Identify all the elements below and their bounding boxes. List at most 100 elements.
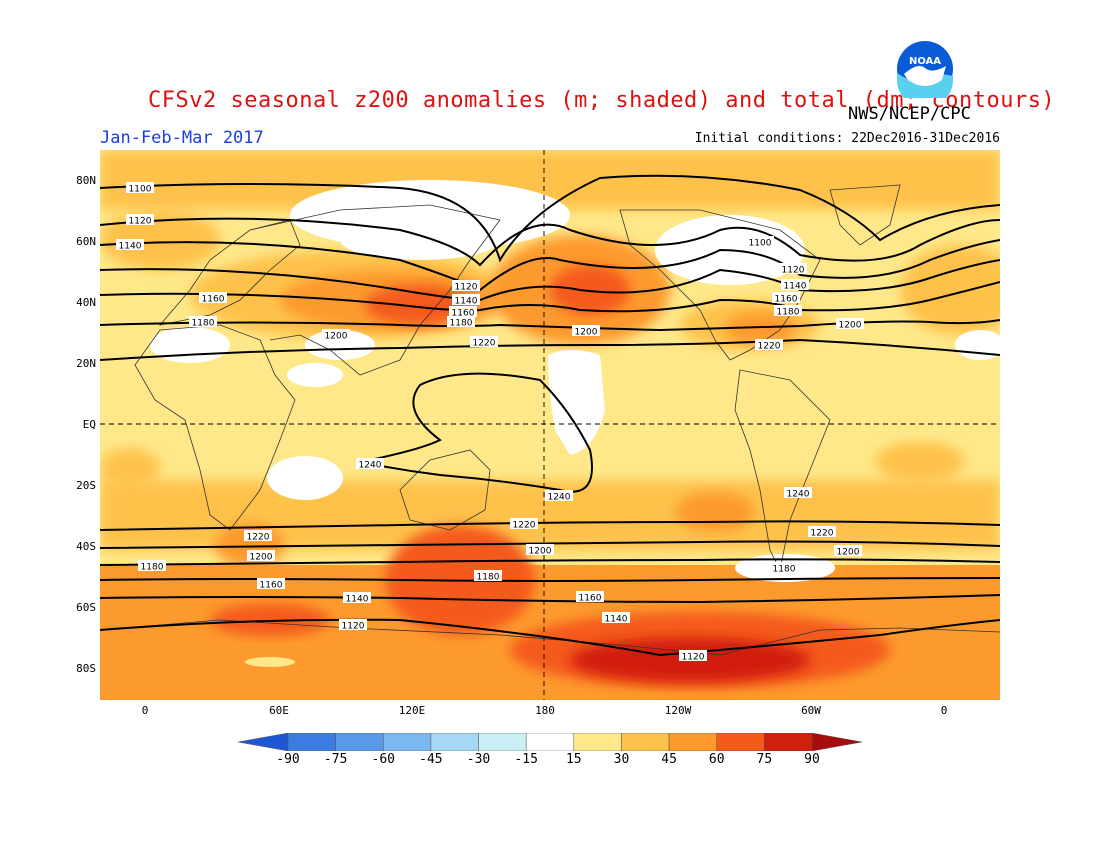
contour-label-text: 1240 xyxy=(548,493,571,503)
contour-label-bg xyxy=(356,458,384,469)
contour-label: 1220 xyxy=(755,339,783,352)
contour-label-bg xyxy=(746,236,774,247)
contour-label-bg xyxy=(770,562,798,573)
lon-label-0: 0 xyxy=(141,704,149,717)
colorbar-swatch xyxy=(238,733,289,751)
contour-label-bg xyxy=(474,570,502,581)
colorbar-tick-label: -30 xyxy=(466,752,491,767)
lat-label-20n: 20N xyxy=(76,357,96,370)
lon-label-120e: 120E xyxy=(398,704,426,717)
contour-label-bg xyxy=(781,279,809,290)
contour-label-bg xyxy=(189,316,217,327)
contour-label: 1160 xyxy=(199,292,227,305)
lat-label-eq: EQ xyxy=(82,418,96,431)
contour-label: 1200 xyxy=(834,545,862,558)
lat-label-60n: 60N xyxy=(76,235,96,248)
contour-label-text: 1240 xyxy=(359,461,382,471)
contour-label-text: 1200 xyxy=(575,328,598,338)
colorbar-swatch xyxy=(811,733,862,751)
australia-coast xyxy=(399,449,491,531)
contour-label: 1120 xyxy=(679,650,707,663)
contour-label: 1120 xyxy=(126,214,154,227)
contour-label: 1140 xyxy=(116,239,144,252)
initial-conditions: Initial conditions: 22Dec2016-31Dec2016 xyxy=(694,131,1000,146)
colorbar-swatch xyxy=(716,733,765,751)
contour-label-bg xyxy=(808,526,836,537)
contour-label-bg xyxy=(774,305,802,316)
contour-label-bg xyxy=(470,336,498,347)
contour-label: 1100 xyxy=(746,236,774,249)
colorbar-tick-label: 60 xyxy=(708,752,725,767)
contour-label-bg xyxy=(126,214,154,225)
contour-label-bg xyxy=(576,591,604,602)
contour-label: 1180 xyxy=(138,560,166,573)
colorbar-swatch xyxy=(383,733,432,751)
contour-label-text: 1180 xyxy=(141,563,164,573)
contour-label-text: 1200 xyxy=(325,332,348,342)
colorbar-swatch xyxy=(335,733,384,751)
colorbar-tick-label: 90 xyxy=(804,752,820,767)
contour-label: 1120 xyxy=(452,280,480,293)
contour-label-text: 1200 xyxy=(250,553,273,563)
colorbar-swatch xyxy=(287,733,336,751)
contour-label: 1220 xyxy=(470,336,498,349)
contour-label-bg xyxy=(779,263,807,274)
agency-label: NWS/NCEP/CPC xyxy=(848,104,971,124)
contour-label-text: 1120 xyxy=(682,653,705,663)
contour-label-bg xyxy=(679,650,707,661)
contour-label: 1160 xyxy=(772,292,800,305)
lon-label-60e: 60E xyxy=(269,704,289,717)
antarctica-coast xyxy=(100,619,1000,656)
contour-label-text: 1160 xyxy=(452,309,475,319)
contour-label-text: 1160 xyxy=(260,581,283,591)
lon-label-0-east: 0 xyxy=(940,704,948,717)
contour-label-text: 1180 xyxy=(450,319,473,329)
contour-label-bg xyxy=(602,612,630,623)
colorbar-tick-label: -75 xyxy=(323,752,348,767)
lat-label-20s: 20S xyxy=(76,479,96,492)
contour-label-text: 1180 xyxy=(777,308,800,318)
contour-label-text: 1200 xyxy=(837,548,860,558)
contour-label-bg xyxy=(452,294,480,305)
contour-label-text: 1220 xyxy=(247,533,270,543)
contour-label-bg xyxy=(343,592,371,603)
colorbar-tick-label: 15 xyxy=(565,752,582,767)
contour-label: 1120 xyxy=(779,263,807,276)
height-contours xyxy=(100,174,1000,657)
contour-label-text: 1160 xyxy=(579,594,602,604)
africa-coast xyxy=(134,324,296,531)
contour-label-bg xyxy=(772,292,800,303)
contour-label-bg xyxy=(834,545,862,556)
contour-label-text: 1140 xyxy=(605,615,628,625)
contour-label-text: 1220 xyxy=(811,529,834,539)
contour-label-text: 1120 xyxy=(129,217,152,227)
asia-coast xyxy=(249,204,501,376)
contour-label: 1160 xyxy=(257,578,285,591)
contour-label-bg xyxy=(449,306,477,317)
contour-label-bg xyxy=(545,490,573,501)
colorbar-swatch xyxy=(668,733,717,751)
contour-label-bg xyxy=(755,339,783,350)
lat-label-80n: 80N xyxy=(76,174,96,187)
lat-label-60s: 60S xyxy=(76,601,96,614)
contour-label: 1180 xyxy=(189,316,217,329)
contour-label-text: 1140 xyxy=(119,242,142,252)
contour-label: 1240 xyxy=(545,490,573,503)
contour-label: 1180 xyxy=(770,562,798,575)
logo-text: NOAA xyxy=(909,56,941,67)
contour-label-bg xyxy=(447,316,475,327)
contour-label-bg xyxy=(138,560,166,571)
z200-anomaly-map: 1100112011401160118012001220124011201140… xyxy=(100,150,1000,700)
contour-label: 1180 xyxy=(774,305,802,318)
contour-label-text: 1180 xyxy=(192,319,215,329)
contour-label-text: 1220 xyxy=(473,339,496,349)
contour-label: 1120 xyxy=(339,619,367,632)
contour-label-text: 1240 xyxy=(787,490,810,500)
anomaly-shading xyxy=(100,150,1000,700)
contour-label: 1200 xyxy=(836,318,864,331)
contour-label-text: 1100 xyxy=(129,185,152,195)
europe-coast xyxy=(158,219,301,326)
colorbar-tick-label: -60 xyxy=(371,752,395,767)
contour-label: 1140 xyxy=(602,612,630,625)
north-america-coast xyxy=(619,209,821,361)
